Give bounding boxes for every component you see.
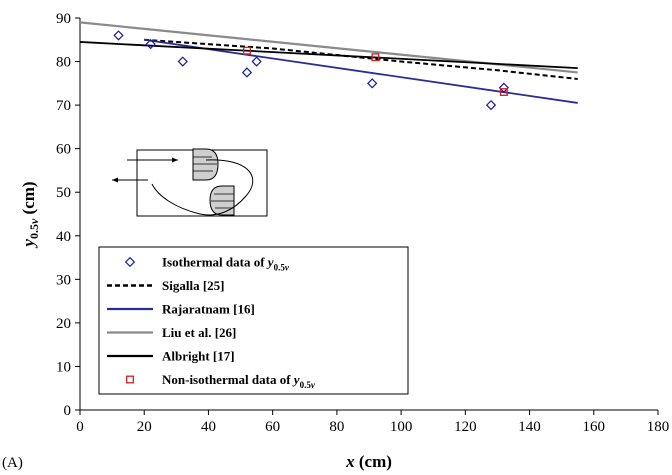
data-point	[241, 67, 253, 78]
data-point	[367, 78, 378, 89]
axes	[79, 18, 658, 411]
data-point	[243, 46, 251, 55]
y-tick-label: 90	[56, 11, 71, 27]
series-0	[113, 30, 510, 111]
legend-entry: Non-isothermal data of y0.5v	[126, 372, 316, 390]
legend-label: Rajaratnam [16]	[162, 302, 255, 317]
data-point	[371, 53, 380, 62]
x-tick-label: 20	[137, 419, 152, 435]
y-tick-label: 40	[56, 229, 71, 245]
series-line	[144, 38, 578, 80]
y-tick-label: 50	[56, 185, 71, 201]
y-tick-label: 10	[56, 359, 71, 375]
x-tick-label: 160	[583, 419, 606, 435]
legend-frame	[98, 246, 409, 395]
x-tick-label: 100	[390, 419, 413, 435]
series-line	[144, 38, 578, 104]
legend-label: Sigalla [25]	[162, 278, 224, 293]
series-4	[79, 41, 578, 69]
x-tick-label: 80	[329, 419, 344, 435]
x-ticks: 0 20 40 60 80 100 120 140 160 180	[76, 410, 669, 435]
legend-label: Isothermal data of y0.5v	[162, 255, 290, 273]
series-2	[144, 38, 578, 104]
x-tick-label: 0	[76, 419, 84, 435]
x-tick-label: 180	[647, 419, 670, 435]
legend-entry: Rajaratnam [16]	[107, 302, 255, 317]
inset-arrowhead-right	[172, 157, 178, 163]
y-tick-label: 80	[56, 55, 71, 71]
y-tick-label: 70	[56, 98, 71, 114]
legend-swatch	[124, 256, 136, 268]
data-point	[485, 99, 497, 111]
data-point	[113, 30, 124, 41]
x-tick-label: 40	[201, 419, 216, 435]
y-axis-title: y0.5v (cm)	[19, 181, 41, 248]
legend-items: Isothermal data of y0.5v Sigalla [25] Raja…	[107, 255, 316, 390]
inset-schematic	[112, 148, 268, 217]
data-point	[145, 38, 156, 50]
data-point	[177, 56, 188, 67]
legend-swatch	[126, 375, 134, 384]
series-5	[243, 46, 508, 96]
legend-entry: Liu et al. [26]	[107, 325, 236, 340]
inset-flow-curve	[151, 159, 254, 216]
x-tick-label: 60	[265, 419, 280, 435]
panel-label: (A)	[2, 455, 23, 471]
x-tick-label: 120	[454, 419, 477, 435]
data-point	[499, 88, 508, 96]
inset-arrowhead-left	[112, 177, 118, 183]
y-tick-label: 30	[56, 272, 71, 288]
legend-label: Liu et al. [26]	[162, 325, 236, 340]
inset-profile-upper	[192, 148, 219, 181]
legend-entry: Isothermal data of y0.5v	[124, 255, 290, 273]
series-layer	[79, 21, 578, 111]
legend-entry: Sigalla [25]	[107, 278, 224, 293]
legend-entry: Albright [17]	[107, 349, 235, 364]
legend-label: Albright [17]	[162, 349, 235, 364]
inset-profile-lower	[209, 185, 235, 216]
y-ticks: 0 10 20 30 40 50 60 70 80 90	[56, 11, 80, 419]
series-line	[79, 41, 578, 69]
y-tick-label: 0	[64, 403, 72, 419]
legend: Isothermal data of y0.5v Sigalla [25] Raja…	[98, 246, 409, 395]
x-tick-label: 140	[518, 419, 541, 435]
legend-label: Non-isothermal data of y0.5v	[162, 372, 316, 390]
y-tick-label: 20	[56, 316, 71, 332]
data-point	[251, 56, 262, 67]
series-1	[144, 38, 578, 80]
data-point	[498, 82, 510, 93]
x-axis-title: x (cm)	[345, 452, 392, 471]
y-tick-label: 60	[56, 142, 71, 158]
